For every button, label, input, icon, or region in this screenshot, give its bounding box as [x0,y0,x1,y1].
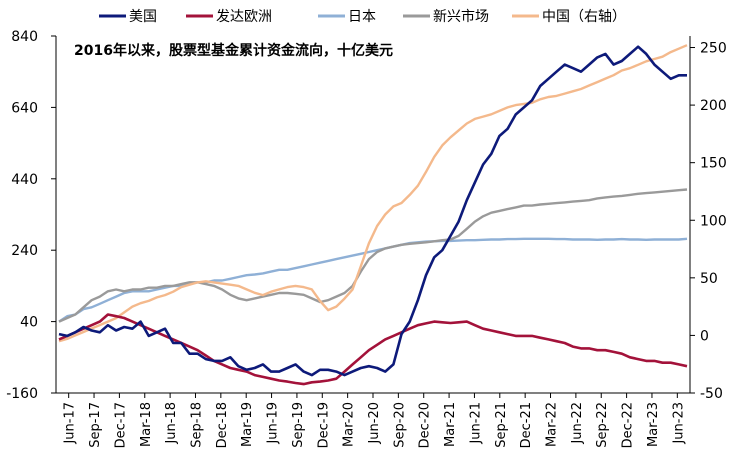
right-tick-label: 50 [700,271,718,287]
series-line-2 [58,237,688,323]
series-lines [58,44,688,386]
series-line-1 [58,313,688,386]
left-tick-label: 440 [11,172,38,188]
right-tick-label: -50 [700,386,723,402]
x-axis-ticks: Jun-17 Sep-17 Dec-17 Mar-18 Jun-18 Sep-18 Dec-… [63,393,686,448]
x-tick-label: Dec-21 [519,402,534,448]
right-tick-label: 0 [700,328,709,344]
legend-label-4: 中国（右轴） [542,9,626,25]
series-line-3 [58,188,688,323]
left-axis-ticks: -160 40 240 440 640 840 [6,29,56,402]
left-tick-label: 840 [11,29,38,45]
x-tick-label: Sep-18 [189,402,204,448]
left-tick-label: 40 [20,315,38,331]
x-tick-label: Dec-20 [418,402,433,448]
x-tick-label: Jun-17 [63,402,78,445]
x-tick-label: Dec-18 [215,402,230,448]
x-tick-label: Mar-18 [139,402,154,447]
x-tick-label: Jun-22 [570,402,585,445]
x-tick-label: Sep-20 [392,402,407,448]
x-tick-label: Dec-19 [316,402,331,448]
right-axis-ticks: -50 0 50 100 150 200 250 [690,41,727,402]
legend-label-2: 日本 [348,9,376,25]
right-tick-label: 100 [700,213,727,229]
x-tick-label: Jun-19 [266,402,281,445]
x-tick-label: Jun-21 [468,402,483,445]
x-tick-label: Mar-22 [545,402,560,447]
x-tick-label: Jun-23 [671,402,686,445]
left-tick-label: -160 [6,386,38,402]
series-line-0 [58,45,687,377]
x-tick-label: Sep-19 [291,402,306,448]
legend-label-1: 发达欧洲 [216,9,272,25]
chart-title: 2016年以来，股票型基金累计资金流向，十亿美元 [74,42,393,59]
x-tick-label: Mar-19 [240,402,255,447]
legend: 美国 发达欧洲 日本 新兴市场 中国（右轴） [99,8,626,25]
legend-label-3: 新兴市场 [433,8,489,25]
right-tick-label: 250 [700,41,727,57]
x-tick-label: Mar-20 [342,402,357,447]
x-tick-label: Sep-21 [494,402,509,448]
x-tick-label: Sep-22 [595,402,610,448]
x-tick-label: Sep-17 [88,402,103,448]
x-tick-label: Dec-17 [113,402,128,448]
x-tick-label: Mar-21 [443,402,458,447]
x-tick-label: Mar-23 [646,402,661,447]
left-tick-label: 640 [11,100,38,116]
left-tick-label: 240 [11,243,38,259]
legend-label-0: 美国 [129,9,157,25]
series-line-4 [58,44,688,343]
x-tick-label: Jun-18 [164,402,179,445]
x-tick-label: Jun-20 [367,402,382,445]
x-tick-label: Dec-22 [621,402,636,448]
right-tick-label: 150 [700,156,727,172]
right-tick-label: 200 [700,98,727,114]
